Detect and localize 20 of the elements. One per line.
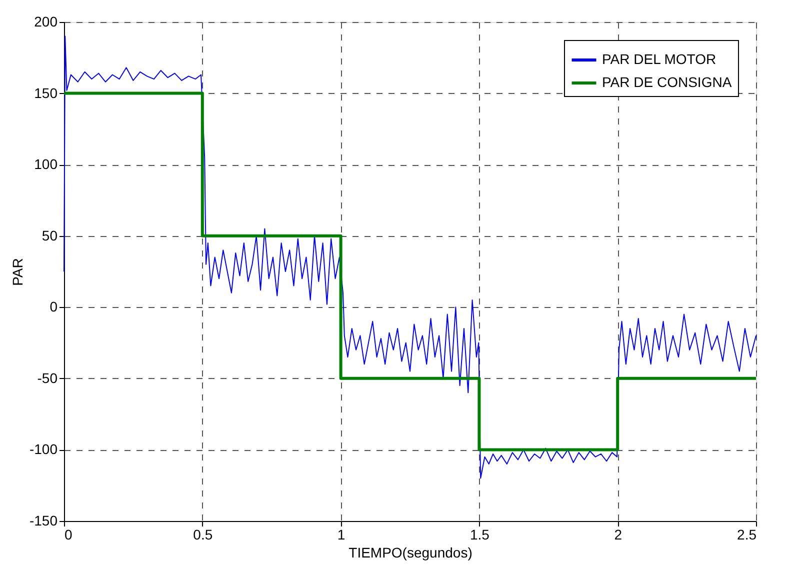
y-tick-label: 100 [34, 156, 58, 172]
y-tick-label: -150 [29, 512, 58, 528]
line-series [62, 92, 758, 452]
y-axis-title: PAR [9, 258, 26, 286]
y-tick-label: -100 [29, 441, 58, 458]
x-tick-label: 1.5 [470, 526, 490, 542]
x-tick-label: 2 [614, 526, 622, 542]
y-tick-label: -50 [37, 370, 58, 386]
y-tick-label: 150 [34, 84, 58, 101]
x-axis-title: TIEMPO(segundos) [348, 544, 472, 560]
line-series [64, 36, 756, 479]
x-tick-label: 1 [337, 526, 346, 542]
y-tick-label: 50 [42, 227, 58, 244]
y-tick-label: 0 [50, 298, 58, 315]
x-tick-label: 0 [64, 526, 72, 542]
x-tick-label: 2.5 [737, 526, 757, 542]
y-tick-label: 200 [34, 14, 58, 30]
legend-label: PAR DEL MOTOR [602, 51, 716, 67]
legend-label: PAR DE CONSIGNA [602, 74, 732, 90]
x-tick-label: 0.5 [193, 526, 213, 542]
